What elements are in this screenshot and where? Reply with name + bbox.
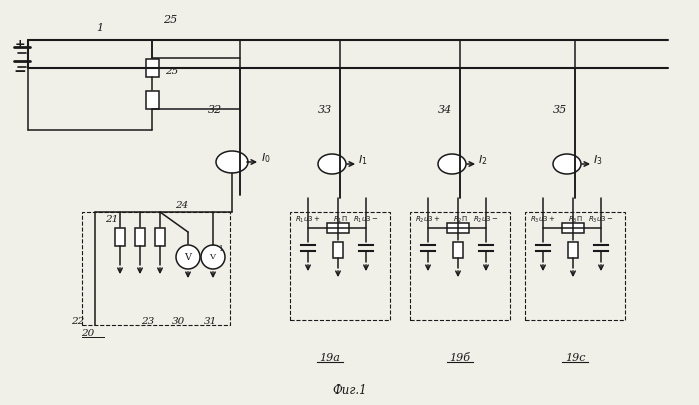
Text: 35: 35: [553, 105, 567, 115]
Text: V: V: [185, 252, 192, 262]
Text: 19c: 19c: [565, 353, 585, 363]
Bar: [290, 212, 390, 320]
Text: 21: 21: [106, 215, 119, 224]
Text: $I_{3}$: $I_{3}$: [593, 153, 603, 167]
Text: 24: 24: [175, 200, 189, 209]
Bar: [155, 228, 165, 246]
Text: 23: 23: [141, 318, 154, 326]
Text: 19a: 19a: [319, 353, 340, 363]
Text: 33: 33: [318, 105, 332, 115]
Bar: [447, 223, 469, 233]
Text: V: V: [209, 253, 215, 261]
Text: $R_{1}u3+$: $R_{1}u3+$: [295, 215, 321, 225]
Bar: [525, 212, 625, 320]
Bar: [410, 212, 510, 320]
Text: 20: 20: [81, 330, 94, 339]
Bar: [82, 212, 230, 325]
Ellipse shape: [553, 154, 581, 174]
Ellipse shape: [216, 151, 248, 173]
Bar: [327, 223, 349, 233]
Bar: [135, 228, 145, 246]
Text: −: −: [13, 64, 27, 79]
Text: $I_{2}$: $I_{2}$: [478, 153, 487, 167]
Text: 32: 32: [208, 105, 222, 115]
Text: $R_{2}u3+$: $R_{2}u3+$: [415, 215, 441, 225]
Text: $R_{2}u3-$: $R_{2}u3-$: [473, 215, 499, 225]
Text: 25: 25: [166, 68, 179, 77]
Circle shape: [201, 245, 225, 269]
Ellipse shape: [438, 154, 466, 174]
Bar: [333, 242, 343, 258]
Text: 22: 22: [71, 318, 85, 326]
Text: 31: 31: [203, 318, 217, 326]
Text: $R_{3}Π$: $R_{3}Π$: [568, 215, 582, 225]
Text: $R_{3}u3+$: $R_{3}u3+$: [531, 215, 556, 225]
Text: $I_{1}$: $I_{1}$: [358, 153, 368, 167]
Text: $R_{3}u3-$: $R_{3}u3-$: [589, 215, 614, 225]
Text: 30: 30: [171, 318, 185, 326]
Text: 19б: 19б: [449, 353, 470, 363]
Text: 34: 34: [438, 105, 452, 115]
Text: +: +: [15, 38, 25, 51]
Ellipse shape: [318, 154, 346, 174]
Text: $R_{1}Π$: $R_{1}Π$: [333, 215, 347, 225]
Bar: [568, 242, 578, 258]
Text: $I_0$: $I_0$: [261, 151, 271, 165]
Text: Фиг.1: Фиг.1: [333, 384, 367, 396]
Text: 1: 1: [96, 23, 103, 33]
Bar: [115, 228, 125, 246]
Bar: [145, 91, 159, 109]
Bar: [453, 242, 463, 258]
Bar: [145, 59, 159, 77]
Circle shape: [176, 245, 200, 269]
Text: $R_{1}u3-$: $R_{1}u3-$: [353, 215, 379, 225]
Text: 25: 25: [163, 15, 177, 25]
Text: $R_{2}Π$: $R_{2}Π$: [453, 215, 468, 225]
Text: 1: 1: [218, 245, 222, 253]
Bar: [562, 223, 584, 233]
